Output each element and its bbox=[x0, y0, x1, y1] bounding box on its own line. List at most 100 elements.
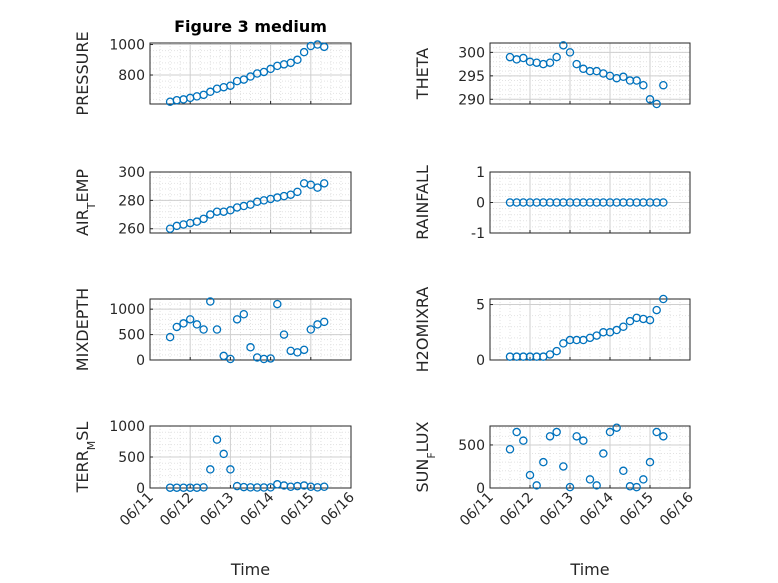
data-point bbox=[299, 47, 309, 57]
data-point bbox=[612, 325, 621, 335]
y-tick-label: -1 bbox=[471, 226, 485, 242]
y-tick-label: 500 bbox=[458, 438, 485, 454]
data-point bbox=[652, 427, 661, 437]
data-point bbox=[293, 55, 302, 65]
data-point bbox=[286, 58, 295, 68]
data-point bbox=[572, 432, 581, 441]
data-point bbox=[565, 48, 575, 57]
y-tick-label: 0 bbox=[136, 353, 145, 369]
data-point bbox=[545, 58, 555, 67]
data-point bbox=[199, 325, 208, 334]
data-point bbox=[592, 481, 601, 490]
data-point bbox=[232, 315, 242, 324]
data-point bbox=[559, 462, 568, 471]
data-point bbox=[199, 90, 208, 100]
axes-box bbox=[489, 42, 691, 105]
data-point bbox=[505, 444, 515, 454]
data-point bbox=[539, 457, 548, 467]
subplot: 290 295 300 THETA bbox=[413, 41, 691, 108]
y-tick-label: 0 bbox=[476, 481, 485, 497]
data-point bbox=[625, 316, 635, 326]
y-tick-label: 290 bbox=[458, 92, 485, 108]
data-point bbox=[519, 53, 528, 63]
y-tick-label: 1 bbox=[476, 165, 485, 181]
x-tick-label: 06/15 bbox=[278, 490, 318, 530]
data-point bbox=[212, 435, 222, 444]
data-point bbox=[226, 81, 235, 90]
data-point bbox=[645, 95, 655, 104]
data-point bbox=[545, 432, 555, 441]
subplot: 260 280 300 AIRTEMP bbox=[73, 165, 352, 238]
x-tick-label: 06/16 bbox=[318, 489, 358, 529]
data-point bbox=[632, 482, 641, 492]
data-point bbox=[206, 87, 215, 97]
data-point bbox=[279, 330, 289, 339]
x-tick-label: 06/13 bbox=[537, 490, 577, 530]
y-axis-label: PRESSURE bbox=[73, 31, 92, 115]
y-tick-label: 500 bbox=[118, 450, 145, 466]
y-axis-label: H2OMIXRA bbox=[413, 287, 432, 373]
data-point bbox=[552, 346, 561, 356]
y-tick-label: 5 bbox=[476, 298, 485, 314]
axes-box bbox=[149, 42, 352, 105]
data-point bbox=[266, 483, 275, 492]
data-point bbox=[592, 331, 601, 340]
subplot: 0 500 1000 MIXDEPTH bbox=[73, 288, 352, 371]
data-point bbox=[299, 345, 309, 355]
data-point bbox=[266, 64, 275, 74]
y-tick-label: 300 bbox=[118, 165, 145, 181]
data-point bbox=[545, 350, 555, 359]
data-point bbox=[559, 41, 568, 50]
data-point bbox=[639, 475, 648, 484]
data-point bbox=[179, 319, 188, 328]
data-point bbox=[525, 470, 535, 480]
data-point bbox=[599, 449, 608, 458]
data-point bbox=[659, 198, 668, 207]
data-point bbox=[206, 465, 215, 474]
data-point bbox=[319, 42, 329, 52]
data-point bbox=[306, 325, 316, 334]
data-point bbox=[605, 427, 615, 437]
y-axis-label: SUNFLUX bbox=[413, 421, 438, 492]
data-point bbox=[552, 52, 561, 62]
data-point bbox=[512, 427, 521, 437]
chart-title: Figure 3 medium bbox=[174, 17, 327, 36]
data-point bbox=[319, 482, 329, 492]
data-point bbox=[246, 72, 255, 81]
data-point bbox=[559, 339, 568, 348]
data-point bbox=[585, 475, 595, 484]
data-point bbox=[632, 76, 641, 85]
data-point bbox=[219, 449, 228, 459]
y-tick-label: 1000 bbox=[109, 302, 145, 318]
data-point bbox=[552, 427, 561, 437]
x-tick-label: 06/14 bbox=[577, 489, 617, 529]
data-point bbox=[246, 343, 255, 352]
data-point bbox=[199, 214, 208, 224]
data-point bbox=[659, 294, 668, 304]
y-tick-label: 800 bbox=[118, 68, 145, 84]
y-tick-label: 1000 bbox=[109, 38, 145, 54]
data-point bbox=[313, 183, 322, 192]
data-point bbox=[266, 354, 275, 363]
data-point bbox=[239, 75, 249, 84]
data-point bbox=[219, 351, 228, 361]
data-point bbox=[532, 481, 541, 490]
data-point bbox=[226, 354, 235, 364]
data-point bbox=[639, 80, 648, 90]
axes-box bbox=[149, 171, 352, 234]
subplot: 0 5 H2OMIXRA bbox=[413, 287, 691, 373]
subplot: 800 1000 PRESSURE Figure 3 medium bbox=[73, 17, 352, 116]
data-point bbox=[652, 305, 661, 315]
data-point bbox=[319, 179, 329, 188]
axes-box bbox=[149, 298, 352, 361]
y-axis-label: THETA bbox=[413, 48, 432, 100]
y-tick-label: 300 bbox=[458, 45, 485, 61]
x-tick-label: 06/15 bbox=[617, 490, 657, 530]
data-point bbox=[645, 457, 655, 467]
x-axis-label: Time bbox=[230, 560, 270, 579]
data-point bbox=[579, 436, 588, 445]
data-point bbox=[619, 322, 628, 331]
